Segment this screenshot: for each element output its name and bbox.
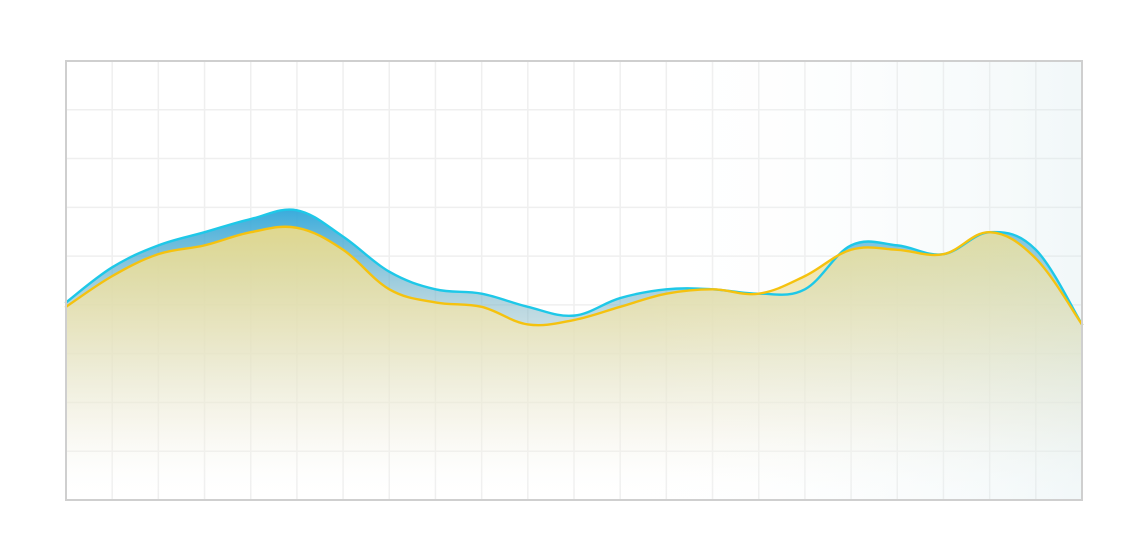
plot-border (65, 60, 1083, 501)
right-tint-overlay (66, 61, 1082, 500)
area-layer (66, 61, 1082, 500)
blue-series-line (64, 208, 1084, 326)
yellow-series-line (64, 225, 1084, 327)
line-layer (64, 208, 1084, 327)
